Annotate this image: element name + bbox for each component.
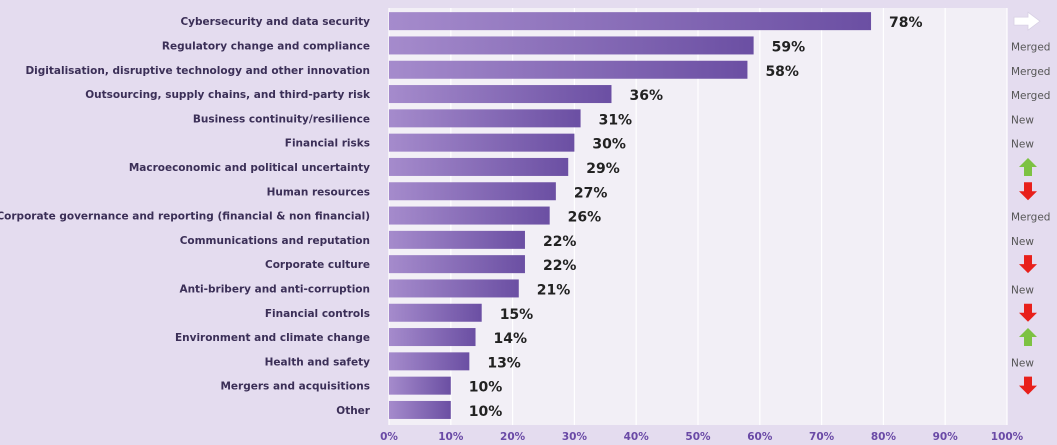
bar [389, 352, 470, 371]
category-label: Communications and reputation [180, 235, 370, 247]
value-label: 29% [586, 161, 620, 177]
x-tick-label: 10% [438, 431, 464, 443]
value-label: 27% [574, 185, 608, 201]
bar [389, 328, 476, 347]
category-label: Corporate culture [265, 259, 370, 271]
category-label: Business continuity/resilience [193, 113, 370, 125]
bar [389, 109, 581, 128]
bar [389, 400, 451, 419]
bar [389, 303, 482, 322]
status-label: New [1011, 357, 1034, 369]
value-label: 78% [889, 15, 923, 31]
bar [389, 182, 556, 201]
category-label: Anti-bribery and anti-corruption [179, 283, 370, 295]
arrow-down-icon [1019, 376, 1037, 395]
x-tick-label: 70% [809, 431, 835, 443]
arrow-up-icon [1019, 157, 1037, 176]
category-label: Financial risks [285, 138, 370, 150]
category-label: Financial controls [265, 308, 370, 320]
category-label: Regulatory change and compliance [162, 40, 370, 52]
bar [389, 376, 451, 395]
status-label: Merged [1011, 212, 1050, 224]
arrow-up-icon [1019, 328, 1037, 347]
category-label: Health and safety [265, 356, 371, 368]
value-label: 15% [500, 307, 534, 323]
category-label: Human resources [267, 186, 370, 198]
value-label: 22% [543, 258, 577, 274]
category-label: Corporate governance and reporting (fina… [0, 211, 370, 223]
bar [389, 230, 525, 249]
category-label: Outsourcing, supply chains, and third-pa… [85, 89, 371, 101]
category-label: Cybersecurity and data security [180, 16, 370, 28]
bar [389, 255, 525, 274]
x-tick-label: 50% [685, 431, 711, 443]
x-tick-label: 100% [991, 431, 1024, 443]
arrow-down-icon [1019, 255, 1037, 274]
value-label: 31% [599, 112, 633, 128]
x-tick-label: 0% [380, 431, 398, 443]
category-label: Mergers and acquisitions [220, 381, 370, 393]
status-label: New [1011, 114, 1034, 126]
arrow-down-icon [1019, 303, 1037, 322]
value-label: 59% [772, 39, 806, 55]
bar [389, 12, 872, 31]
value-label: 10% [469, 380, 503, 396]
arrow-right-icon [1013, 11, 1041, 31]
bar [389, 85, 612, 104]
plot-area: Cybersecurity and data security 78% Regula… [0, 8, 1050, 443]
category-label: Macroeconomic and political uncertainty [129, 162, 370, 174]
arrow-down-icon [1019, 182, 1037, 201]
value-label: 22% [543, 234, 577, 250]
status-label: New [1011, 236, 1034, 248]
status-label: New [1011, 284, 1034, 296]
x-tick-label: 60% [747, 431, 773, 443]
bar [389, 206, 550, 225]
bar [389, 60, 748, 79]
value-label: 21% [537, 282, 571, 298]
status-label: Merged [1011, 41, 1050, 53]
x-tick-label: 30% [562, 431, 588, 443]
value-label: 26% [568, 210, 602, 226]
x-tick-label: 90% [933, 431, 959, 443]
x-tick-label: 80% [871, 431, 897, 443]
x-tick-label: 40% [624, 431, 650, 443]
bar [389, 36, 754, 55]
bar [389, 279, 519, 298]
category-label: Digitalisation, disruptive technology an… [25, 65, 370, 77]
category-label: Environment and climate change [175, 332, 370, 344]
value-label: 36% [629, 88, 663, 104]
x-tick-label: 20% [500, 431, 526, 443]
status-label: New [1011, 139, 1034, 151]
value-label: 13% [487, 355, 521, 371]
status-label: Merged [1011, 90, 1050, 102]
value-label: 14% [494, 331, 528, 347]
value-label: 30% [592, 137, 626, 153]
bar [389, 133, 575, 152]
value-label: 10% [469, 404, 503, 420]
bar [389, 157, 569, 176]
value-label: 58% [765, 64, 799, 80]
category-label: Other [336, 405, 371, 417]
status-label: Merged [1011, 66, 1050, 78]
